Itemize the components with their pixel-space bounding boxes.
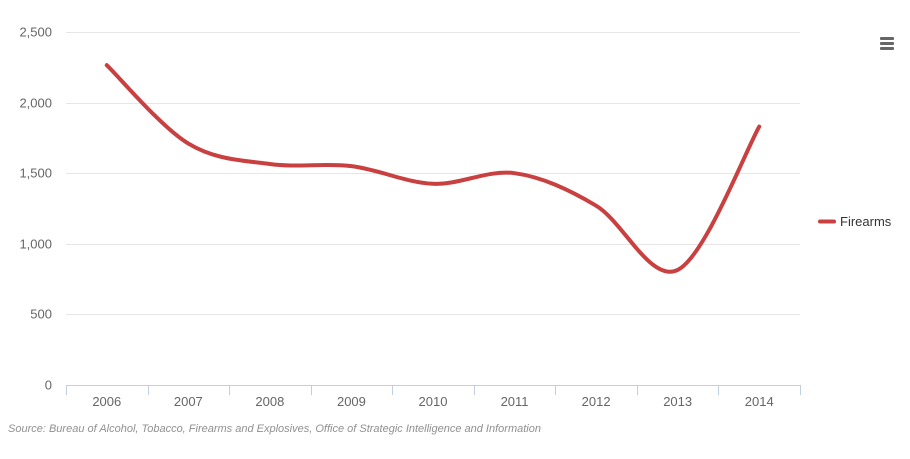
data-point[interactable] bbox=[592, 202, 600, 210]
hamburger-menu-icon-bar bbox=[880, 47, 894, 50]
data-point[interactable] bbox=[184, 140, 192, 148]
x-tick-label: 2009 bbox=[337, 394, 366, 409]
x-tick-label: 2008 bbox=[255, 394, 284, 409]
data-point[interactable] bbox=[755, 123, 763, 131]
y-tick-label: 2,000 bbox=[19, 96, 52, 111]
x-tick-label: 2006 bbox=[92, 394, 121, 409]
y-tick-label: 2,500 bbox=[19, 25, 52, 40]
data-point[interactable] bbox=[429, 180, 437, 188]
chart-menu-button[interactable] bbox=[876, 33, 898, 53]
legend[interactable]: Firearms bbox=[818, 214, 892, 229]
x-tick-label: 2010 bbox=[419, 394, 448, 409]
data-point[interactable] bbox=[674, 266, 682, 274]
x-tick-label: 2007 bbox=[174, 394, 203, 409]
data-point[interactable] bbox=[103, 61, 111, 69]
x-tick-label: 2011 bbox=[501, 394, 529, 409]
x-tick-label: 2014 bbox=[745, 394, 774, 409]
y-tick-label: 0 bbox=[45, 378, 52, 393]
grid-layer: 0 500 1,000 1,500 2,000 2,500 bbox=[19, 25, 800, 393]
series-layer bbox=[103, 61, 763, 274]
y-tick-label: 500 bbox=[30, 307, 52, 322]
hamburger-menu-icon-bar bbox=[880, 37, 894, 40]
data-point[interactable] bbox=[266, 160, 274, 168]
source-credit: Source: Bureau of Alcohol, Tobacco, Fire… bbox=[8, 423, 541, 435]
data-point[interactable] bbox=[347, 162, 355, 170]
y-tick-label: 1,500 bbox=[19, 166, 52, 181]
x-tick-label: 2013 bbox=[663, 394, 692, 409]
legend-label: Firearms bbox=[840, 214, 892, 229]
hamburger-menu-icon-bar bbox=[880, 42, 894, 45]
y-tick-label: 1,000 bbox=[19, 237, 52, 252]
data-point[interactable] bbox=[511, 169, 519, 177]
series-line-firearms[interactable] bbox=[104, 63, 762, 274]
x-tick-label: 2012 bbox=[582, 394, 611, 409]
x-axis: 2006 2007 2008 2009 2010 2011 2012 2013 2014 bbox=[66, 385, 801, 409]
